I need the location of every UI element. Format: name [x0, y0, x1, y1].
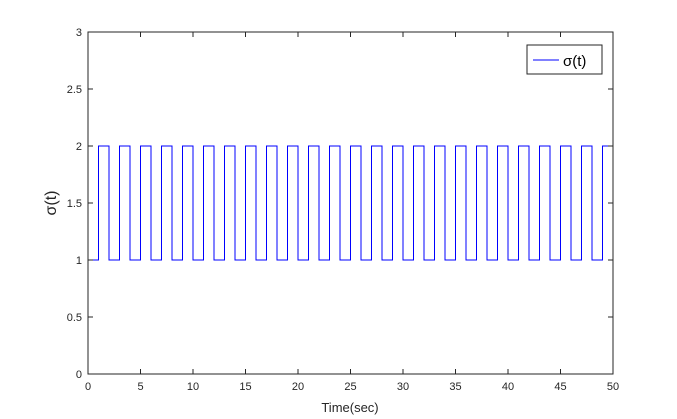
- x-tick-label: 10: [187, 381, 199, 393]
- legend-entry-label: σ(t): [563, 53, 586, 70]
- y-tick-label: 1: [76, 255, 82, 267]
- y-axis-ticks: 0 0.5 1 1.5 2 2.5 3: [67, 27, 613, 381]
- y-tick-label: 3: [76, 27, 82, 39]
- x-tick-label: 50: [607, 381, 619, 393]
- x-tick-label: 0: [85, 381, 91, 393]
- x-tick-label: 40: [502, 381, 514, 393]
- x-tick-label: 30: [397, 381, 409, 393]
- x-tick-label: 45: [554, 381, 566, 393]
- x-tick-label: 15: [239, 381, 251, 393]
- y-tick-label: 2.5: [67, 84, 82, 96]
- legend: σ(t): [526, 44, 603, 75]
- y-tick-label: 0: [76, 369, 82, 381]
- series-layer: [88, 145, 613, 261]
- x-axis-label: Time(sec): [321, 400, 378, 415]
- y-axis-label: σ(t): [43, 191, 60, 216]
- x-tick-label: 25: [344, 381, 356, 393]
- x-axis-ticks: 0 5 10 15 20 25 30 35 40 45 50: [85, 32, 619, 393]
- y-tick-label: 0.5: [67, 312, 82, 324]
- y-tick-label: 1.5: [67, 198, 82, 210]
- x-tick-label: 5: [137, 381, 143, 393]
- x-tick-label: 20: [292, 381, 304, 393]
- x-tick-label: 35: [449, 381, 461, 393]
- series-line-0: [88, 145, 613, 261]
- y-tick-label: 2: [76, 141, 82, 153]
